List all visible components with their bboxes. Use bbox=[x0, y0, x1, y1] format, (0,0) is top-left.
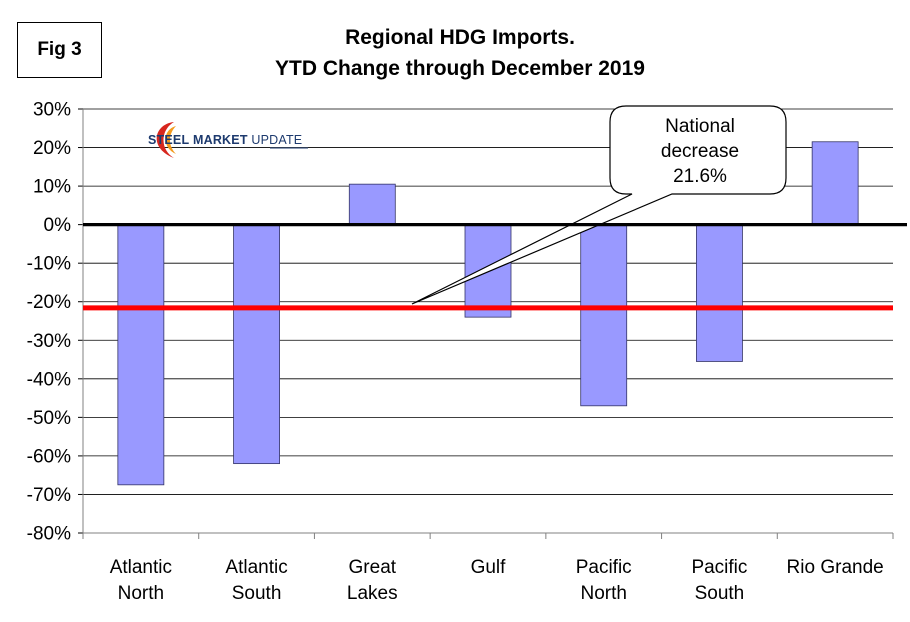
callout-text: National decrease 21.6% bbox=[618, 114, 782, 189]
bar bbox=[696, 224, 743, 362]
labels-layer: 30% 20% 10% 0% -10% -20% -30% -40% -50% -60% -70% -… bbox=[27, 100, 884, 605]
y-tick-label: 0% bbox=[44, 215, 72, 236]
y-tick-label: -20% bbox=[27, 292, 71, 313]
bars-layer bbox=[117, 141, 859, 486]
chart-title: Regional HDG Imports. YTD Change through… bbox=[180, 22, 740, 84]
y-tick-label: -70% bbox=[27, 485, 71, 506]
logo-word-update: UPDATE bbox=[251, 133, 303, 147]
y-tick-label: -50% bbox=[27, 408, 71, 429]
bar bbox=[811, 141, 859, 226]
y-tick-label: 30% bbox=[33, 100, 71, 121]
bar bbox=[464, 224, 512, 318]
bar bbox=[233, 224, 280, 465]
x-tick-label: Pacific North bbox=[576, 557, 632, 604]
y-tick-label: 10% bbox=[33, 177, 71, 198]
bar bbox=[117, 224, 165, 486]
x-tick-label: Pacific South bbox=[691, 557, 747, 604]
x-tick-label: Gulf bbox=[471, 557, 507, 578]
callout-layer bbox=[411, 105, 787, 305]
x-tick-label: Atlantic South bbox=[225, 557, 287, 604]
axis-layer bbox=[78, 108, 894, 539]
logo-word-market: MARKET bbox=[192, 133, 248, 147]
callout-line1: National bbox=[665, 116, 735, 137]
y-tick-label: -40% bbox=[27, 369, 71, 390]
callout-line2: decrease bbox=[660, 141, 740, 162]
chart-title-line2: YTD Change through December 2019 bbox=[275, 57, 645, 80]
swoosh-logo-icon bbox=[156, 122, 308, 158]
x-tick-label: Great Lakes bbox=[347, 557, 398, 604]
figure-label: Fig 3 bbox=[17, 22, 102, 78]
y-tick-label: -60% bbox=[27, 446, 71, 467]
logo-text: STEEL MARKET UPDATE bbox=[148, 133, 302, 147]
y-tick-label: 20% bbox=[33, 138, 71, 159]
x-tick-label: Rio Grande bbox=[787, 557, 884, 578]
y-tick-label: -10% bbox=[27, 254, 71, 275]
callout-bubble bbox=[411, 105, 787, 305]
logo-word-steel: STEEL bbox=[148, 133, 190, 147]
y-tick-label: -80% bbox=[27, 524, 71, 545]
y-tick-label: -30% bbox=[27, 331, 71, 352]
bar bbox=[348, 183, 396, 226]
chart-title-line1: Regional HDG Imports. bbox=[345, 26, 575, 49]
reference-lines-layer bbox=[83, 223, 907, 311]
bar bbox=[580, 224, 628, 407]
x-tick-label: Atlantic North bbox=[110, 557, 172, 604]
callout-line3: 21.6% bbox=[673, 166, 727, 187]
